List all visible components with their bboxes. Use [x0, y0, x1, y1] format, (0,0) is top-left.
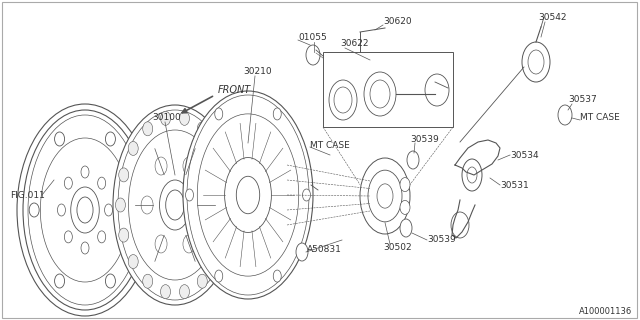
Ellipse shape [159, 180, 191, 230]
Ellipse shape [225, 198, 235, 212]
Text: 01055: 01055 [298, 34, 327, 43]
Ellipse shape [29, 203, 39, 217]
Text: 30100: 30100 [152, 114, 180, 123]
Ellipse shape [197, 122, 207, 136]
Ellipse shape [462, 159, 482, 191]
Ellipse shape [28, 115, 142, 305]
Ellipse shape [161, 111, 170, 125]
Ellipse shape [141, 196, 153, 214]
Ellipse shape [54, 274, 65, 288]
Ellipse shape [129, 130, 221, 280]
Ellipse shape [467, 167, 477, 183]
Text: MT CASE: MT CASE [310, 140, 349, 149]
Ellipse shape [225, 157, 271, 232]
Text: 30542: 30542 [538, 13, 566, 22]
Ellipse shape [128, 255, 138, 268]
Ellipse shape [197, 274, 207, 288]
Ellipse shape [377, 184, 393, 208]
Ellipse shape [106, 274, 115, 288]
Ellipse shape [179, 285, 189, 299]
Ellipse shape [23, 110, 147, 310]
Ellipse shape [400, 219, 412, 237]
Ellipse shape [119, 168, 129, 182]
Text: FIG.011: FIG.011 [10, 190, 45, 199]
Ellipse shape [183, 91, 313, 299]
Ellipse shape [364, 72, 396, 116]
Ellipse shape [166, 190, 184, 220]
Ellipse shape [215, 270, 223, 282]
Ellipse shape [58, 204, 65, 216]
FancyBboxPatch shape [323, 52, 453, 127]
Text: 30539: 30539 [427, 236, 456, 244]
Ellipse shape [40, 138, 130, 282]
Ellipse shape [65, 231, 72, 243]
Ellipse shape [179, 111, 189, 125]
Ellipse shape [81, 242, 89, 254]
Ellipse shape [400, 200, 410, 214]
Ellipse shape [106, 132, 115, 146]
Ellipse shape [143, 274, 153, 288]
Text: A50831: A50831 [307, 245, 342, 254]
Ellipse shape [451, 212, 469, 238]
Ellipse shape [187, 95, 309, 295]
Text: 30620: 30620 [383, 18, 412, 27]
Ellipse shape [54, 132, 65, 146]
Ellipse shape [155, 157, 167, 175]
Ellipse shape [306, 45, 320, 65]
Ellipse shape [98, 177, 106, 189]
Text: FRONT: FRONT [218, 85, 252, 95]
Ellipse shape [221, 168, 231, 182]
Ellipse shape [334, 87, 352, 113]
Ellipse shape [400, 178, 410, 192]
Ellipse shape [273, 270, 281, 282]
Ellipse shape [81, 166, 89, 178]
Ellipse shape [197, 196, 209, 214]
Ellipse shape [221, 228, 231, 242]
Ellipse shape [197, 114, 299, 276]
Ellipse shape [370, 80, 390, 108]
Ellipse shape [215, 108, 223, 120]
Ellipse shape [155, 235, 167, 253]
Ellipse shape [522, 42, 550, 82]
Ellipse shape [425, 74, 449, 106]
Text: 30502: 30502 [383, 243, 412, 252]
Ellipse shape [273, 108, 281, 120]
Ellipse shape [115, 198, 125, 212]
Ellipse shape [360, 158, 410, 234]
Ellipse shape [212, 141, 222, 156]
Ellipse shape [128, 141, 138, 156]
Text: 30531: 30531 [500, 180, 529, 189]
Ellipse shape [118, 110, 232, 300]
Ellipse shape [17, 104, 153, 316]
Ellipse shape [528, 50, 544, 74]
Text: A100001136: A100001136 [579, 308, 632, 316]
Ellipse shape [183, 235, 195, 253]
Ellipse shape [119, 228, 129, 242]
Ellipse shape [212, 255, 222, 268]
Text: MT CASE: MT CASE [580, 114, 620, 123]
Ellipse shape [131, 203, 141, 217]
Ellipse shape [98, 231, 106, 243]
Ellipse shape [65, 177, 72, 189]
Ellipse shape [329, 80, 357, 120]
Ellipse shape [558, 105, 572, 125]
Ellipse shape [236, 176, 260, 214]
Text: 30534: 30534 [510, 150, 539, 159]
Ellipse shape [161, 285, 170, 299]
Text: 30537: 30537 [568, 95, 596, 105]
Ellipse shape [407, 151, 419, 169]
Ellipse shape [296, 243, 308, 261]
Ellipse shape [71, 187, 99, 233]
Text: 30622: 30622 [340, 39, 369, 49]
Ellipse shape [186, 189, 193, 201]
Ellipse shape [183, 157, 195, 175]
Ellipse shape [303, 189, 310, 201]
Text: 30210: 30210 [243, 68, 271, 76]
Ellipse shape [104, 204, 113, 216]
Ellipse shape [143, 122, 153, 136]
Ellipse shape [368, 170, 402, 222]
Text: 30539: 30539 [410, 135, 439, 145]
Ellipse shape [77, 197, 93, 223]
Ellipse shape [113, 105, 237, 305]
